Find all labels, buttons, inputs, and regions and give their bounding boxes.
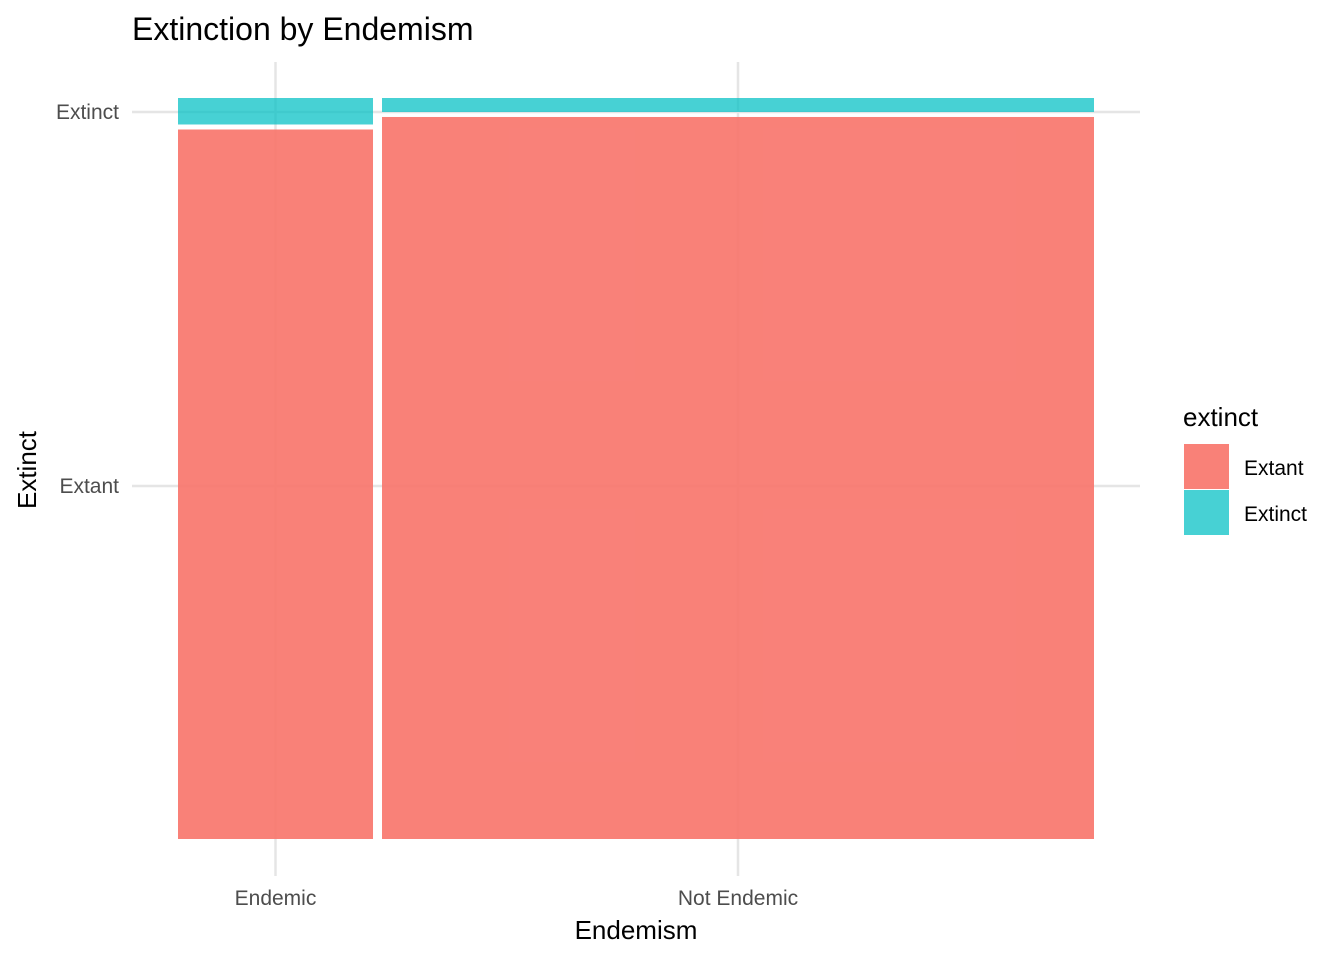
legend-label-extant: Extant	[1244, 457, 1304, 480]
y-tick-label: Extant	[59, 475, 119, 498]
y-axis-title: Extinct	[12, 430, 42, 509]
x-tick-label: Endemic	[235, 887, 317, 910]
y-tick-label: Extinct	[56, 101, 119, 124]
legend-key-extant	[1184, 444, 1229, 489]
tile-not-endemic-extant	[382, 116, 1094, 839]
x-axis-ticks: Endemic Not Endemic	[235, 887, 798, 910]
legend-items: Extant Extinct	[1184, 444, 1307, 535]
y-axis-ticks: Extant Extinct	[56, 101, 119, 498]
legend-label-extinct: Extinct	[1244, 503, 1307, 526]
x-tick-label: Not Endemic	[678, 887, 798, 910]
legend: extinct Extant Extinct	[1183, 402, 1307, 535]
legend-title: extinct	[1183, 402, 1259, 432]
chart-title: Extinction by Endemism	[132, 11, 473, 47]
x-axis-title: Endemism	[575, 915, 698, 945]
legend-key-extinct	[1184, 490, 1229, 535]
tile-not-endemic-extinct	[382, 98, 1094, 112]
mosaic-tiles	[178, 98, 1094, 840]
tile-endemic-extinct	[178, 98, 374, 125]
tile-endemic-extant	[178, 129, 374, 840]
